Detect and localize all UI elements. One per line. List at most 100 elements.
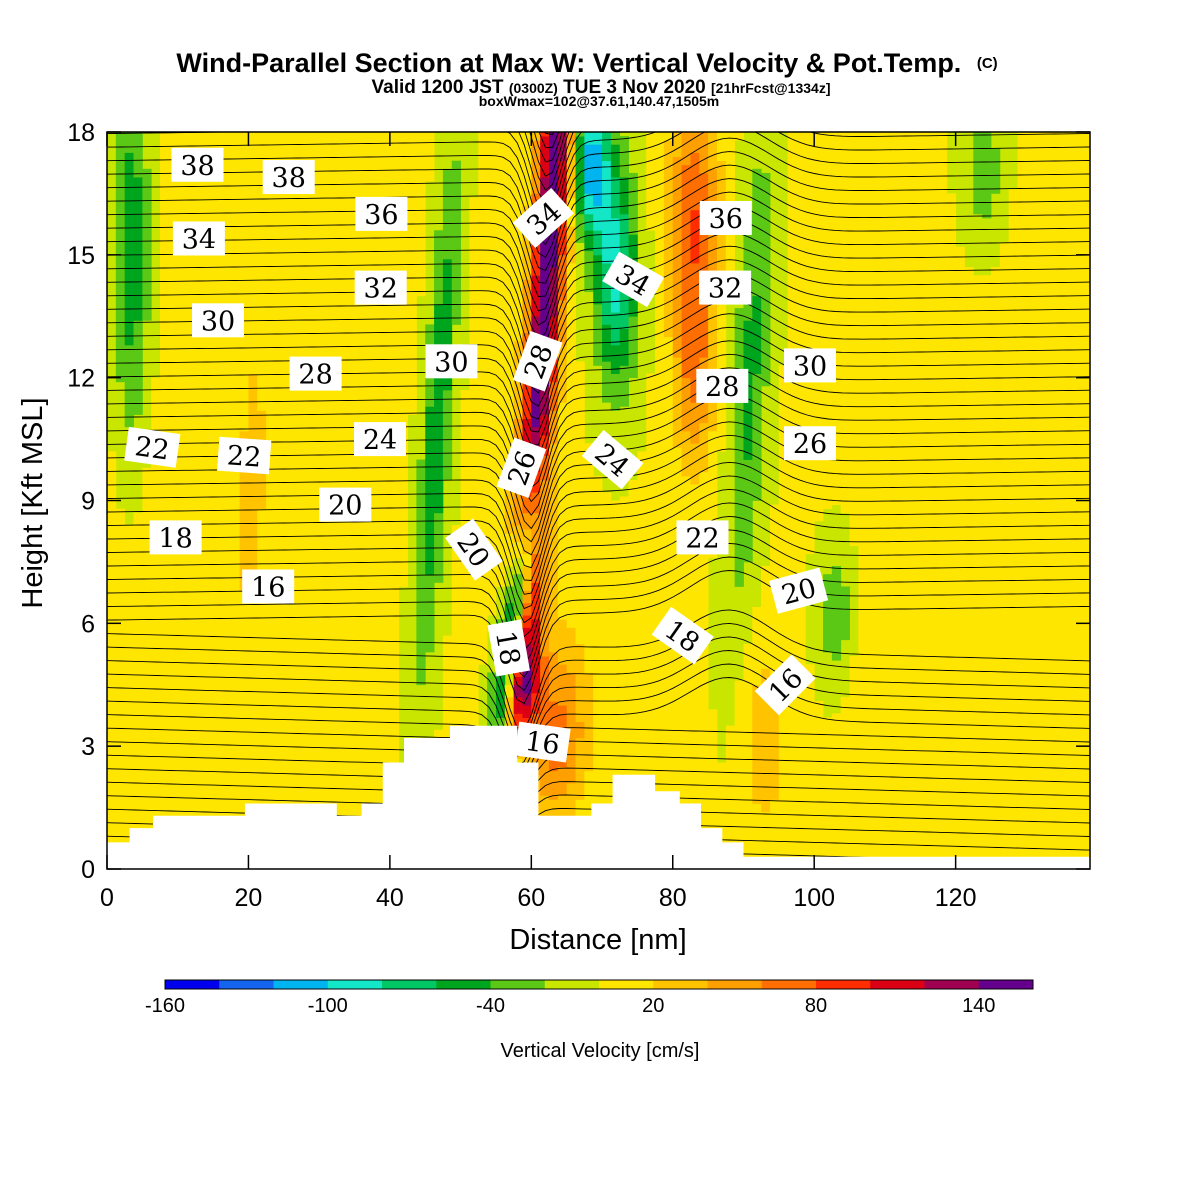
velocity-cell [540, 242, 559, 248]
velocity-cell [540, 136, 550, 141]
velocity-cell [160, 140, 435, 145]
velocity-cell [425, 463, 444, 469]
velocity-cell [416, 647, 435, 653]
velocity-cell [681, 349, 709, 354]
velocity-cell [115, 250, 126, 256]
velocity-cell [602, 369, 612, 374]
velocity-cell [522, 394, 532, 399]
velocity-cell [557, 529, 718, 534]
velocity-cell [124, 275, 143, 280]
velocity-cell [725, 193, 736, 198]
velocity-cell [566, 234, 576, 239]
velocity-cell [531, 688, 541, 694]
velocity-cell [593, 291, 603, 297]
velocity-cell [1017, 152, 1090, 157]
velocity-cell [787, 144, 948, 149]
velocity-cell [487, 848, 1090, 854]
velocity-cell [548, 582, 559, 587]
velocity-cell [548, 578, 559, 583]
velocity-cell [849, 512, 1090, 518]
colorbar-swatch-9 [653, 980, 708, 989]
velocity-cell [416, 533, 426, 538]
velocity-cell [548, 177, 559, 182]
velocity-cell [531, 275, 541, 280]
velocity-cell [743, 234, 771, 239]
velocity-cell [858, 619, 1090, 624]
velocity-cell [531, 582, 541, 587]
velocity-cell [672, 361, 682, 366]
velocity-cell [540, 455, 550, 460]
velocity-cell [761, 668, 771, 673]
velocity-cell [699, 475, 718, 481]
velocity-cell [663, 267, 674, 272]
velocity-cell [584, 193, 594, 198]
velocity-cell [469, 344, 515, 350]
velocity-cell [531, 713, 568, 718]
contour-label-text: 18 [158, 523, 192, 554]
velocity-cell [416, 566, 426, 571]
velocity-cell [584, 660, 709, 665]
velocity-cell [725, 172, 736, 178]
velocity-cell [522, 430, 532, 436]
velocity-cell [142, 213, 152, 219]
velocity-cell [557, 418, 585, 424]
chart-title-mark: (C) [977, 55, 998, 72]
velocity-cell [151, 434, 240, 440]
velocity-cell [522, 598, 532, 604]
velocity-cell [540, 132, 550, 137]
velocity-cell [761, 807, 771, 813]
velocity-cell [566, 238, 576, 243]
velocity-cell [142, 303, 152, 309]
velocity-cell [672, 283, 682, 288]
colorbar-swatch-13 [870, 980, 925, 989]
velocity-cell [460, 484, 515, 489]
velocity-cell [566, 369, 585, 374]
velocity-cell [239, 566, 258, 571]
velocity-cell [248, 377, 258, 383]
velocity-cell [557, 295, 568, 301]
velocity-cell [672, 402, 682, 407]
velocity-cell [646, 443, 674, 448]
velocity-cell [716, 426, 727, 432]
velocity-cell [734, 500, 753, 505]
velocity-cell [115, 213, 126, 219]
velocity-cell [416, 672, 426, 677]
velocity-cell [266, 455, 408, 460]
velocity-cell [575, 705, 594, 710]
velocity-cell [725, 258, 736, 264]
velocity-cell [858, 623, 1090, 628]
velocity-cell [540, 778, 576, 784]
velocity-cell [160, 197, 426, 203]
velocity-cell [708, 340, 718, 346]
velocity-cell [557, 545, 718, 551]
velocity-cell [160, 238, 426, 243]
velocity-cell [548, 631, 576, 637]
contour-label-13: 28 [512, 331, 563, 392]
velocity-cell [416, 471, 426, 477]
velocity-cell [743, 230, 771, 235]
velocity-cell [752, 733, 780, 739]
velocity-cell [557, 389, 568, 395]
velocity-cell [655, 324, 665, 329]
velocity-cell [115, 267, 126, 272]
contour-label-21: 20 [319, 487, 372, 522]
velocity-cell [434, 553, 444, 559]
velocity-cell [566, 381, 585, 387]
velocity-cell [160, 144, 435, 149]
velocity-cell [778, 365, 1090, 370]
velocity-cell [107, 623, 400, 628]
velocity-cell [531, 263, 541, 268]
velocity-cell [619, 238, 629, 243]
velocity-cell [266, 434, 408, 440]
velocity-cell [557, 611, 709, 616]
velocity-cell [655, 365, 674, 370]
velocity-cell [434, 246, 461, 252]
velocity-cell [761, 320, 771, 325]
velocity-cell [787, 254, 965, 260]
velocity-cell [708, 451, 718, 456]
velocity-cell [239, 496, 267, 501]
velocity-cell [142, 258, 152, 264]
velocity-cell [566, 185, 576, 190]
velocity-cell [425, 516, 435, 522]
velocity-cell [531, 606, 541, 612]
